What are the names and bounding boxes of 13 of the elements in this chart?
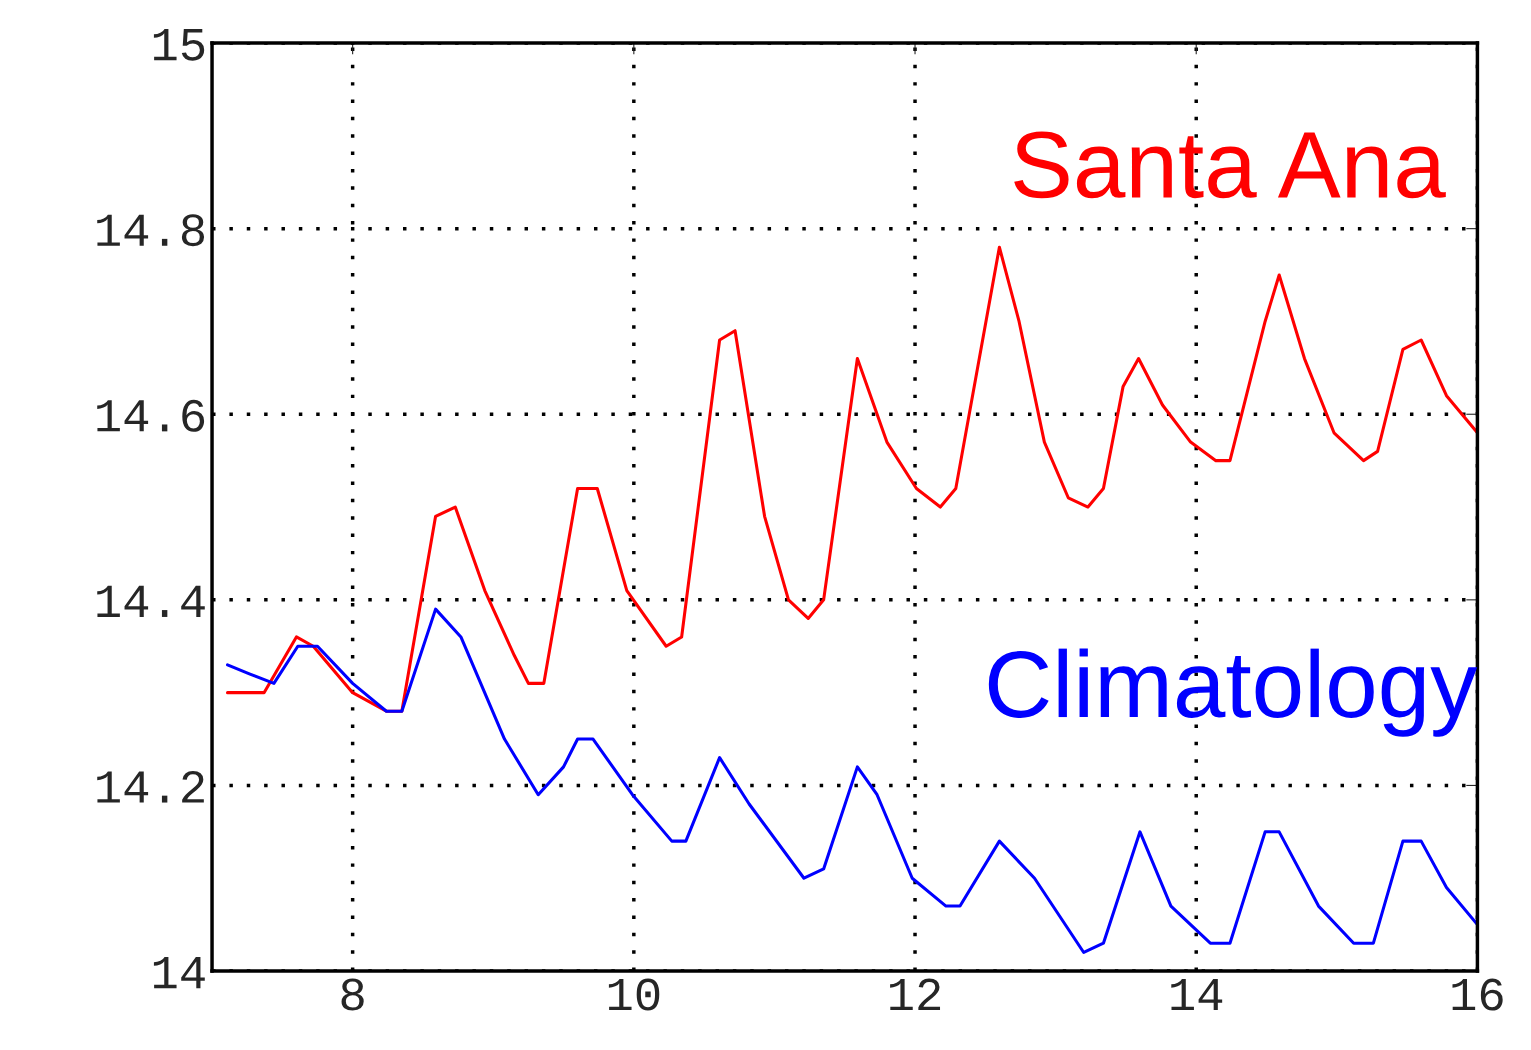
y-tick-label: 15 xyxy=(153,29,205,61)
y-tick-label: 14 xyxy=(153,957,205,989)
y-tick-label: 14.4 xyxy=(97,585,205,617)
y-tick-label: 14.8 xyxy=(97,214,205,247)
series-label: Santa Ana xyxy=(1014,131,1446,199)
x-tick-label: 16 xyxy=(1452,978,1503,1011)
line-series xyxy=(225,607,1478,955)
y-tick-label: 14.2 xyxy=(97,770,204,803)
x-tick-label: 14 xyxy=(1171,979,1223,1011)
x-tick-label: 10 xyxy=(608,978,660,1011)
y-tick-label: 14.6 xyxy=(97,399,205,432)
x-tick-label: 12 xyxy=(890,978,941,1011)
x-tick-label: 8 xyxy=(341,978,364,1011)
